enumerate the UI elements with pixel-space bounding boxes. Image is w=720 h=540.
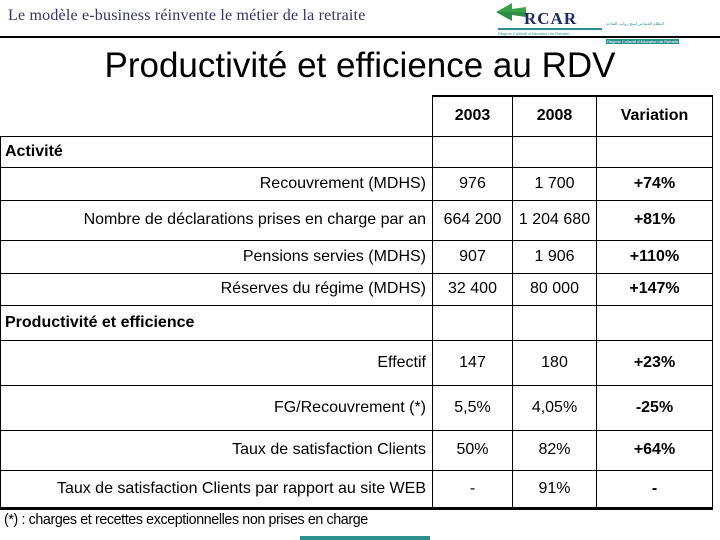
empty-cell (432, 135, 513, 168)
value-variation: +110% (596, 239, 713, 274)
row-label: Réserves du régime (MDHS) (0, 272, 433, 306)
empty-cell (596, 304, 713, 341)
header-2008: 2008 (512, 95, 597, 137)
value-2008: 82% (512, 429, 597, 471)
row-label: Effectif (0, 339, 433, 386)
table-row: Recouvrement (MDHS) 976 1 700 +74% (0, 166, 713, 201)
value-variation: +147% (596, 272, 713, 306)
value-2003: 907 (432, 239, 513, 274)
section-label: Activité (0, 135, 433, 168)
value-2008: 1 906 (512, 239, 597, 274)
logo-arabic-tagline: النظام الجماعي لمنح رواتب التقاعد (606, 21, 664, 26)
section-row-activite: Activité (0, 135, 713, 168)
slide-header: Le modèle e-business réinvente le métier… (0, 0, 720, 44)
value-2003: 32 400 (432, 272, 513, 306)
bottom-accent-bar (300, 536, 430, 540)
row-label: Taux de satisfaction Clients (0, 429, 433, 471)
metrics-table: 2003 2008 Variation Activité Recouvremen… (0, 95, 713, 510)
value-2008: 80 000 (512, 272, 597, 306)
row-label: Pensions servies (MDHS) (0, 239, 433, 274)
value-2008: 4,05% (512, 384, 597, 431)
table-row: Effectif 147 180 +23% (0, 339, 713, 386)
empty-cell (596, 135, 713, 168)
value-variation: +81% (596, 199, 713, 241)
value-2003: 147 (432, 339, 513, 386)
table-row: Pensions servies (MDHS) 907 1 906 +110% (0, 239, 713, 274)
table-header-row: 2003 2008 Variation (1, 95, 713, 137)
value-2003: - (432, 469, 513, 510)
row-label: Taux de satisfaction Clients par rapport… (0, 469, 433, 510)
empty-cell (512, 304, 597, 341)
footnote: (*) : charges et recettes exceptionnelle… (4, 511, 368, 528)
value-2008: 1 204 680 (512, 199, 597, 241)
section-row-productivite: Productivité et efficience (0, 304, 713, 341)
header-variation: Variation (596, 95, 713, 137)
logo-tagline-small: Régime Collectif d'Allocation de Retrait… (498, 31, 570, 36)
logo-acronym: RCAR (524, 9, 578, 28)
value-2008: 180 (512, 339, 597, 386)
value-variation: +74% (596, 166, 713, 201)
table-row: Taux de satisfaction Clients par rapport… (0, 469, 713, 510)
value-2003: 5,5% (432, 384, 513, 431)
section-label: Productivité et efficience (0, 304, 433, 341)
value-2008: 91% (512, 469, 597, 510)
logo-taglines: النظام الجماعي لمنح رواتب التقاعد Régime… (606, 12, 680, 48)
value-2003: 664 200 (432, 199, 513, 241)
header-empty-cell (1, 96, 433, 136)
row-label: Recouvrement (MDHS) (0, 166, 433, 201)
value-2003: 50% (432, 429, 513, 471)
value-2008: 1 700 (512, 166, 597, 201)
empty-cell (512, 135, 597, 168)
table-row: Nombre de déclarations prises en charge … (0, 199, 713, 241)
row-label: Nombre de déclarations prises en charge … (0, 199, 433, 241)
empty-cell (432, 304, 513, 341)
header-divider (0, 36, 720, 38)
row-label: FG/Recouvrement (*) (0, 384, 433, 431)
value-variation: -25% (596, 384, 713, 431)
slide-title: Productivité et efficience au RDV (104, 46, 616, 85)
table-row: FG/Recouvrement (*) 5,5% 4,05% -25% (0, 384, 713, 431)
value-variation: - (596, 469, 713, 510)
table-row: Taux de satisfaction Clients 50% 82% +64… (0, 429, 713, 471)
logo-arrow-icon (496, 3, 526, 30)
logo-underline (498, 28, 602, 30)
header-subtitle: Le modèle e-business réinvente le métier… (8, 7, 366, 24)
table-row: Réserves du régime (MDHS) 32 400 80 000 … (0, 272, 713, 306)
logo-french-tagline: Régime Collectif d'Allocation de Retrait… (606, 39, 680, 44)
rcar-logo: RCAR Régime Collectif d'Allocation de Re… (496, 3, 680, 44)
value-variation: +64% (596, 429, 713, 471)
header-2003: 2003 (432, 95, 513, 137)
value-variation: +23% (596, 339, 713, 386)
value-2003: 976 (432, 166, 513, 201)
